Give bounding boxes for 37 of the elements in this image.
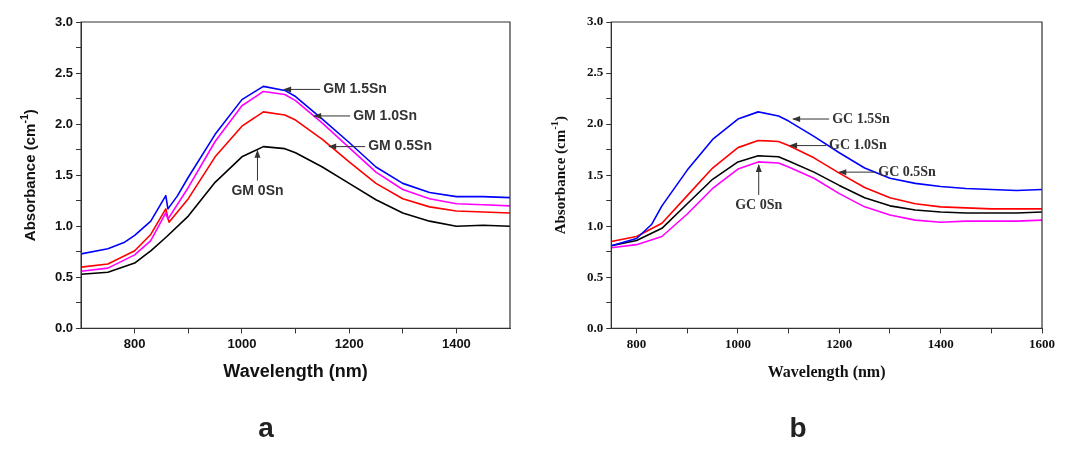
- annotation: GM 1.5Sn: [323, 80, 387, 97]
- text: a: [257, 412, 275, 444]
- y-tick-label: 1.5: [587, 166, 604, 182]
- annotation: GC 1.0Sn: [829, 137, 887, 153]
- annotation: GC 0.5Sn: [878, 163, 937, 179]
- text: b: [788, 412, 808, 444]
- x-tick-label: 1600: [1029, 335, 1055, 351]
- y-tick-label: 1.0: [587, 217, 604, 233]
- y-tick-label: 2.5: [54, 64, 74, 80]
- y-axis-title: Absorbance (cm-1): [548, 116, 570, 235]
- annotation: GC 0Sn: [735, 196, 783, 212]
- y-tick-label: 0.5: [54, 268, 74, 284]
- x-tick-label: 1000: [227, 335, 257, 351]
- annotation: GM 0Sn: [231, 181, 284, 198]
- x-tick-label: 1200: [826, 335, 853, 351]
- x-tick-label: 1400: [441, 335, 471, 351]
- y-tick-label: 0.0: [587, 319, 604, 335]
- y-axis-title: Absorbance (cm-1): [17, 109, 39, 242]
- x-axis-title: Wavelength (nm): [223, 361, 368, 382]
- y-tick-label: 1.0: [54, 217, 74, 233]
- x-tick-label: 1200: [334, 335, 364, 351]
- annotation: GM 0.5Sn: [368, 137, 432, 154]
- y-tick-label: 2.0: [54, 115, 74, 131]
- x-tick-label: 1400: [927, 335, 954, 351]
- annotation: GC 1.5Sn: [832, 110, 890, 126]
- y-tick-label: 2.5: [587, 64, 604, 80]
- x-tick-label: 1000: [724, 335, 751, 351]
- annotation: GM 1.0Sn: [353, 106, 417, 123]
- y-tick-label: 0.5: [587, 268, 604, 284]
- y-tick-label: 3.0: [587, 13, 604, 29]
- x-axis-title: Wavelength (nm): [767, 362, 886, 381]
- y-tick-label: 1.5: [54, 166, 74, 182]
- y-tick-label: 0.0: [54, 319, 74, 335]
- y-tick-label: 2.0: [587, 115, 604, 131]
- y-tick-label: 3.0: [54, 13, 74, 29]
- x-tick-label: 800: [123, 335, 146, 351]
- x-tick-label: 800: [626, 335, 647, 351]
